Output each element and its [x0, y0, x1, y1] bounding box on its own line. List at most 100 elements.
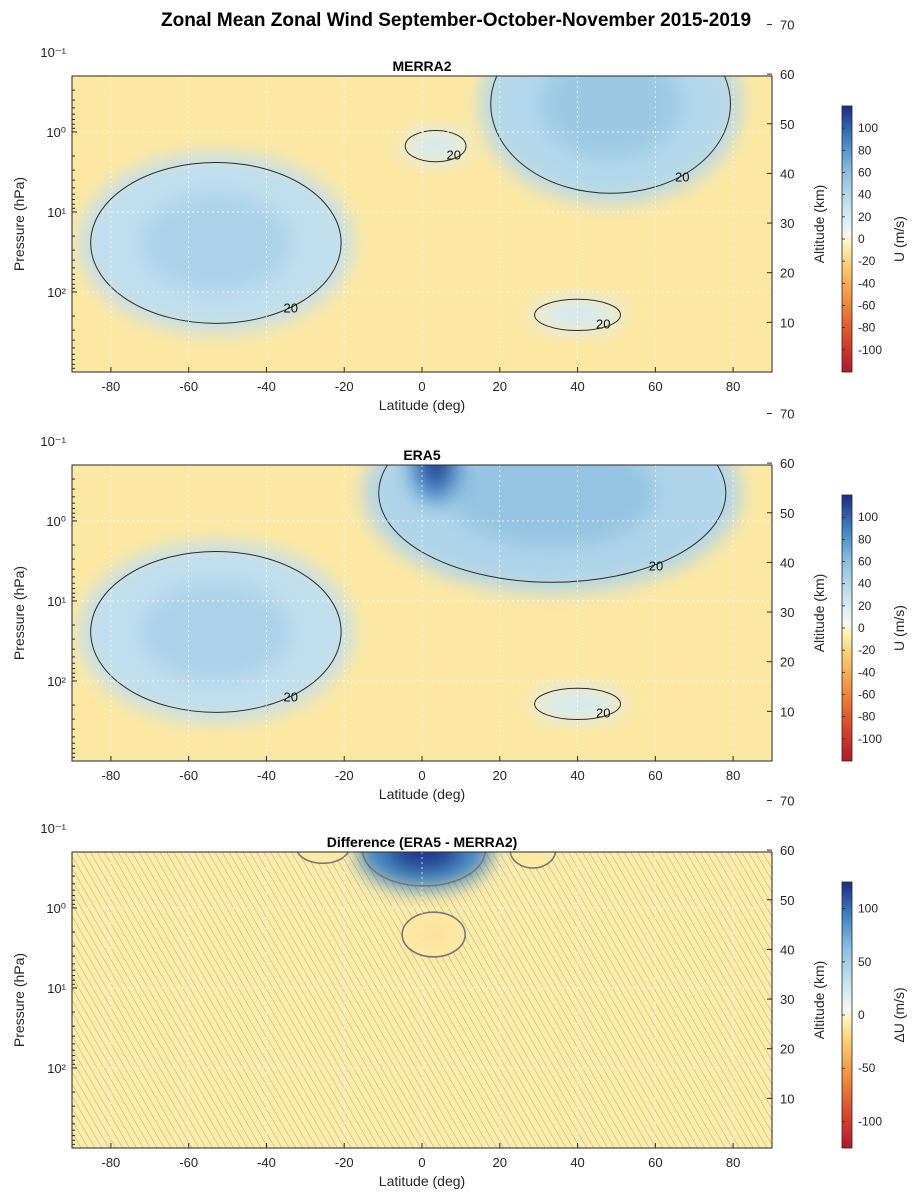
altitude-tick-label-3: 30 — [780, 992, 794, 1007]
altitude-axis-label: Altitude (km) — [811, 185, 827, 264]
panel-2: 20 20 -20 20 ERA5 -80 -60 -40 -20 0 20 40 60 80 Latitu… — [11, 406, 907, 802]
altitude-tick-label-1: 10 — [780, 704, 794, 719]
x-tick-label-7: 40 — [570, 379, 584, 394]
panel-title: MERRA2 — [392, 58, 451, 74]
grid — [72, 440, 772, 761]
x-tick-label-5: 0 — [418, 1155, 425, 1170]
contour-1 — [90, 550, 342, 713]
grid — [72, 51, 772, 372]
panel-title: ERA5 — [403, 447, 441, 463]
y-tick-label-4: 10² — [47, 1061, 66, 1076]
colorbar-label: U (m/s) — [891, 605, 907, 651]
colorbar-tick-label-11: -100 — [858, 732, 882, 746]
altitude-tick-label-5: 50 — [780, 117, 794, 132]
colorbar-tick-label-6: 0 — [858, 232, 865, 246]
altitude-tick-label-6: 60 — [780, 67, 794, 82]
y-tick-label-2: 10⁰ — [46, 125, 66, 140]
field-core-3 — [538, 76, 683, 159]
field-core-2 — [417, 136, 454, 156]
y-tick-label-4: 10² — [47, 285, 66, 300]
y-axis-label: Pressure (hPa) — [11, 953, 27, 1047]
colorbar-tick-label-4: 40 — [858, 188, 872, 202]
altitude-axis-label: Altitude (km) — [811, 574, 827, 653]
contour-4 — [534, 298, 621, 332]
y-tick-label-1: 10⁻¹ — [40, 821, 66, 836]
contour-label-1: 20 — [284, 690, 298, 705]
altitude-tick-label-2: 20 — [780, 266, 794, 281]
altitude-tick-label-2: 20 — [780, 1042, 794, 1057]
field-core-5 — [551, 694, 604, 714]
contour-label-5: 20 — [596, 705, 610, 720]
colorbar-tick-label-10: -80 — [858, 710, 876, 724]
field-blobs: 20 20 -20 20 — [79, 416, 741, 722]
x-tick-label-8: 60 — [648, 379, 662, 394]
colorbar-tick-label-8: -40 — [858, 276, 876, 290]
colorbar-tick-label-11: -100 — [858, 343, 882, 357]
altitude-tick-label-6: 60 — [780, 843, 794, 858]
x-tick-label-3: -40 — [257, 1155, 276, 1170]
x-axis-label: Latitude (deg) — [379, 786, 465, 802]
x-tick-label-1: -80 — [101, 379, 120, 394]
x-tick-label-2: -60 — [179, 1155, 198, 1170]
x-tick-label-5: 0 — [418, 768, 425, 783]
field-blob-3 — [410, 465, 461, 503]
y-axis-label: Pressure (hPa) — [11, 177, 27, 271]
x-tick-label-4: -20 — [335, 379, 354, 394]
contour-2 — [404, 129, 467, 163]
grid — [72, 827, 772, 1148]
x-tick-label-4: -20 — [335, 768, 354, 783]
colorbar-tick-label-2: 80 — [858, 143, 872, 157]
y-tick-label-4: 10² — [47, 674, 66, 689]
contour-label-1: 20 — [284, 301, 298, 316]
x-axis-label: Latitude (deg) — [379, 397, 465, 413]
y-axis-label: Pressure (hPa) — [11, 566, 27, 660]
x-tick-label-7: 40 — [570, 768, 584, 783]
x-tick-label-2: -60 — [179, 379, 198, 394]
contour-label-2: 20 — [649, 558, 663, 573]
contour-label-2: 20 — [447, 148, 461, 163]
colorbar-tick-label-9: -60 — [858, 299, 876, 313]
field-blobs: 20 20 20 20 — [79, 76, 741, 333]
x-axis-label: Latitude (deg) — [379, 1173, 465, 1189]
contour-label-4: -20 — [454, 416, 473, 431]
contour-5 — [534, 687, 621, 721]
y-tick-label-2: 10⁰ — [46, 901, 66, 916]
x-tick-label-9: 80 — [726, 768, 740, 783]
y-tick-label-1: 10⁻¹ — [40, 45, 66, 60]
contour-3 — [490, 76, 731, 194]
colorbar-tick-label-4: -50 — [858, 1061, 876, 1075]
x-tick-label-1: -80 — [101, 768, 120, 783]
contour-2 — [378, 465, 727, 583]
y-tick-label-3: 10¹ — [47, 594, 66, 609]
colorbar-tick-label-7: -20 — [858, 254, 876, 268]
altitude-axis-label: Altitude (km) — [811, 961, 827, 1040]
colorbar-tick-label-6: 0 — [858, 621, 865, 635]
altitude-tick-label-7: 70 — [780, 793, 794, 808]
panel-title: Difference (ERA5 - MERRA2) — [327, 834, 518, 850]
x-tick-label-2: -60 — [179, 768, 198, 783]
panels: 20 20 20 20 MERRA2 -80 -60 -40 -20 0 20 40 60 80 Latit… — [11, 17, 907, 1189]
field-core-3 — [421, 465, 450, 485]
x-tick-label-6: 20 — [493, 1155, 507, 1170]
altitude-tick-label-6: 60 — [780, 456, 794, 471]
x-tick-label-9: 80 — [726, 379, 740, 394]
altitude-tick-label-1: 10 — [780, 1091, 794, 1106]
colorbar-tick-label-3: 0 — [858, 1008, 865, 1022]
colorbar-tick-label-4: 40 — [858, 577, 872, 591]
field-core-4 — [551, 305, 604, 325]
altitude-tick-label-4: 40 — [780, 942, 794, 957]
field-core-1 — [141, 582, 291, 682]
colorbar-tick-label-7: -20 — [858, 643, 876, 657]
colorbar-tick-label-1: 100 — [858, 902, 878, 916]
altitude-tick-label-2: 20 — [780, 655, 794, 670]
altitude-tick-label-4: 40 — [780, 166, 794, 181]
x-tick-label-8: 60 — [648, 1155, 662, 1170]
altitude-tick-label-4: 40 — [780, 555, 794, 570]
colorbar-tick-label-5: -100 — [858, 1114, 882, 1128]
panel-3: Difference (ERA5 - MERRA2) -80 -60 -40 -20 0 2… — [11, 793, 907, 1189]
field-core-1 — [141, 193, 291, 293]
colorbar-tick-label-3: 60 — [858, 166, 872, 180]
contour-label-3: 20 — [675, 169, 689, 184]
altitude-tick-label-1: 10 — [780, 315, 794, 330]
colorbar-label: U (m/s) — [891, 216, 907, 262]
